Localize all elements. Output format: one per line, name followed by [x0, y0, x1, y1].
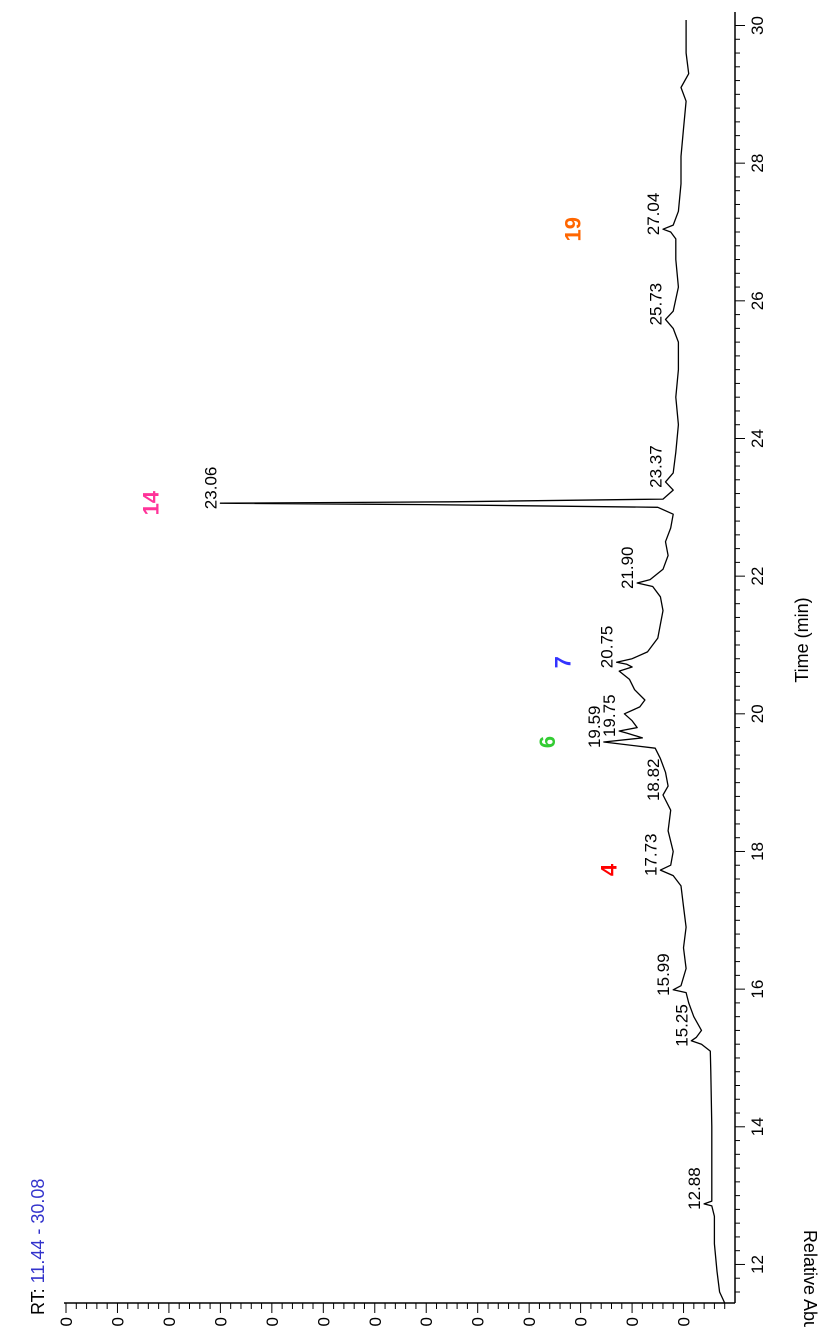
chromatogram-trace [219, 20, 726, 1304]
trace-group [219, 20, 726, 1304]
abundance-tick-label: 40 [520, 1317, 539, 1327]
abundance-tick-label: 90 [263, 1317, 282, 1327]
abundance-tick-label: 20 [623, 1317, 642, 1327]
abundance-tick-label: 100 [211, 1317, 230, 1327]
axes: 10 20 30 40 50 60 70 80 90 100 110 120 130 12 14 16 18 20… [57, 12, 767, 1327]
peak-label: 17.73 [641, 834, 660, 877]
rt-range-value: 11.44 - 30.08 [28, 1179, 48, 1284]
peak-label: 23.37 [647, 445, 666, 488]
peak-label: 12.88 [685, 1167, 704, 1210]
compound-number-label: 14 [139, 490, 164, 515]
abundance-tick-label: 30 [572, 1317, 591, 1327]
peak-label: 15.99 [654, 953, 673, 996]
compound-number-label: 19 [561, 217, 586, 241]
abundance-tick-label: 80 [314, 1317, 333, 1327]
y-axis-label: Relative Abundance [800, 1230, 820, 1327]
time-tick-label: 28 [748, 154, 767, 173]
abundance-tick-label: 120 [108, 1317, 127, 1327]
time-tick-label: 14 [748, 1117, 767, 1136]
abundance-tick-label: 50 [469, 1317, 488, 1327]
abundance-tick-label: 130 [57, 1317, 76, 1327]
peak-label: 21.90 [618, 546, 637, 589]
rt-range-prefix: RT: [28, 1283, 48, 1315]
time-tick-label: 30 [748, 16, 767, 35]
rt-range-label: RT: 11.44 - 30.08 [28, 1179, 48, 1315]
time-tick-label: 16 [748, 980, 767, 999]
peak-label: 19.75 [600, 694, 619, 737]
abundance-tick-label: 60 [417, 1317, 436, 1327]
time-tick-label: 18 [748, 842, 767, 861]
abundance-tick-label: 70 [366, 1317, 385, 1327]
peak-label: 15.25 [672, 1004, 691, 1047]
time-tick-label: 12 [748, 1255, 767, 1274]
x-axis-label: Time (min) [792, 597, 812, 682]
time-tick-label: 24 [748, 429, 767, 448]
time-tick-label: 22 [748, 567, 767, 586]
compound-number-label: 6 [535, 736, 560, 748]
peak-label: 19.59 [585, 705, 604, 748]
peak-label: 20.75 [598, 626, 617, 669]
peak-label: 27.04 [644, 193, 663, 236]
time-tick-label: 20 [748, 704, 767, 723]
abundance-tick-label: 110 [160, 1317, 179, 1327]
peak-label: 25.73 [647, 283, 666, 326]
time-tick-label: 26 [748, 291, 767, 310]
peak-label: 23.06 [201, 467, 220, 510]
peak-label: 18.82 [644, 758, 663, 801]
compound-number-label: 7 [550, 656, 575, 668]
compound-number-label: 4 [597, 863, 622, 876]
abundance-tick-label: 10 [675, 1317, 694, 1327]
